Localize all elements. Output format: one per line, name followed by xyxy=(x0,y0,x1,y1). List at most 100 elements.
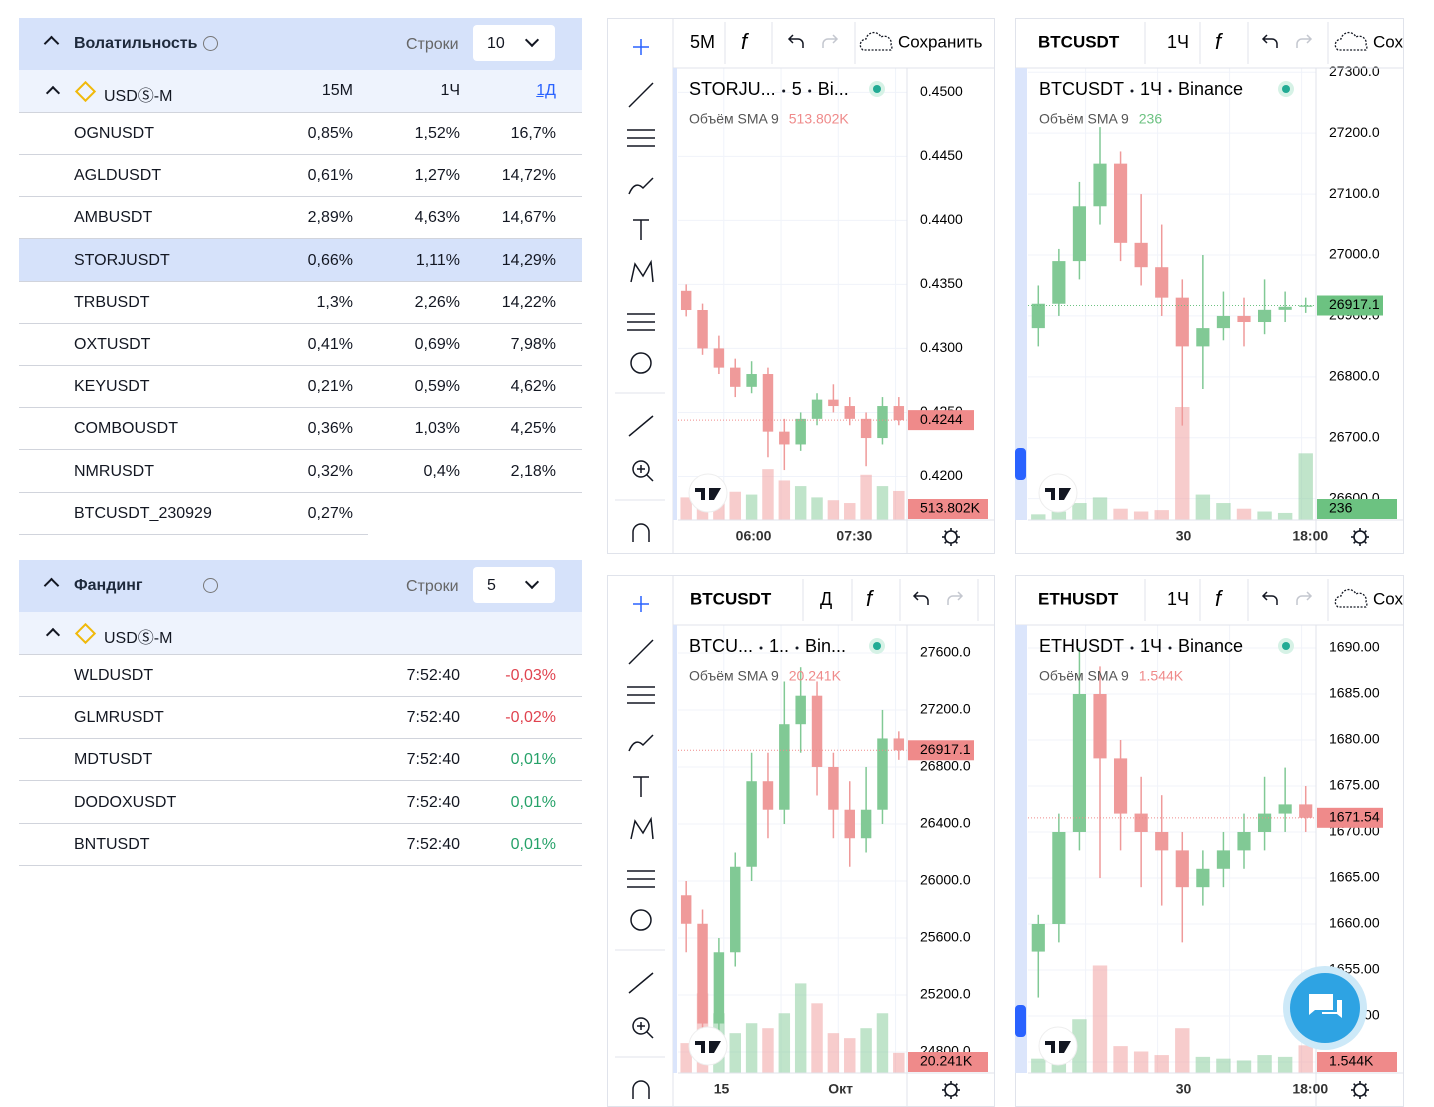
cell: 1,3% xyxy=(316,293,353,311)
volume-bar xyxy=(1113,508,1128,520)
candle-body xyxy=(893,738,905,751)
x-tick-label: 30 xyxy=(1176,528,1192,544)
table-row[interactable] xyxy=(19,112,582,155)
y-tick-label: 27200.0 xyxy=(920,701,971,717)
candle-body xyxy=(795,418,806,445)
candle-body xyxy=(1134,813,1148,832)
last-price-box xyxy=(908,740,974,761)
panel-frame xyxy=(607,18,995,554)
left-panel: Волатильность Строки 10 USDⓈ-M 15М 1Ч 1Д OGNUSD… xyxy=(0,0,600,1107)
volume-bar xyxy=(1113,1046,1128,1073)
cell: 4,25% xyxy=(510,420,556,438)
table-row[interactable] xyxy=(19,281,582,324)
volume-legend: Объём SMA 9 xyxy=(1039,668,1129,684)
tool-icon xyxy=(633,596,649,612)
table-row[interactable] xyxy=(19,823,582,866)
table-row[interactable] xyxy=(19,407,582,451)
table-row[interactable] xyxy=(19,154,582,198)
tool-icon xyxy=(628,82,654,108)
volume-bar xyxy=(876,1013,889,1073)
tool-icon xyxy=(628,972,654,994)
candle-body xyxy=(1299,305,1313,307)
cell: 4,62% xyxy=(510,378,556,396)
candle-body xyxy=(1175,297,1189,347)
symbol: DODOXUSDT xyxy=(74,793,177,811)
candle-body xyxy=(680,895,692,924)
info-icon[interactable] xyxy=(203,36,218,51)
column-header[interactable]: 1Ч xyxy=(440,82,460,99)
cell: 1,52% xyxy=(414,125,460,142)
cloud-icon xyxy=(1334,31,1368,51)
column-header[interactable]: 15М xyxy=(321,82,353,99)
volume-bar xyxy=(1175,407,1190,520)
table-row[interactable] xyxy=(19,654,582,697)
y-tick-label: 0.4350 xyxy=(920,275,963,291)
settings-tooth xyxy=(1353,540,1357,544)
volume-bar xyxy=(1133,1051,1149,1073)
volume-bar xyxy=(1216,503,1231,520)
panel-frame xyxy=(1015,18,1404,554)
volume-bar xyxy=(794,486,807,520)
volume-legend-value: 236 xyxy=(1139,111,1163,127)
candle-body xyxy=(1237,315,1251,323)
candle-body xyxy=(828,766,839,810)
last-price-box xyxy=(1317,807,1383,828)
table-row[interactable] xyxy=(19,365,582,409)
cell: 7,98% xyxy=(510,336,556,353)
settings-tooth xyxy=(1353,530,1357,534)
y-tick-label: 27300.0 xyxy=(1329,63,1380,79)
undo-icon xyxy=(1261,34,1278,48)
cell: 0,41% xyxy=(307,336,353,353)
tool-icon xyxy=(633,39,649,55)
candle-body xyxy=(730,866,741,953)
cell: 0,66% xyxy=(307,251,353,269)
table-row[interactable] xyxy=(19,323,582,366)
legend-text: BTCU... xyxy=(689,636,753,656)
candle-body xyxy=(1278,306,1292,310)
table-row[interactable] xyxy=(19,492,368,535)
candle-body xyxy=(1093,693,1107,759)
y-tick-label: 1685.00 xyxy=(1329,685,1380,701)
x-tick-label: 30 xyxy=(1176,1081,1192,1097)
toolbar-symbol: BTCUSDT xyxy=(690,589,772,608)
volume-box xyxy=(908,499,988,519)
cell: 0,01% xyxy=(510,835,556,853)
settings-tooth xyxy=(944,1093,948,1097)
legend-sep xyxy=(782,89,786,93)
tool-icon xyxy=(632,460,654,482)
symbol: BTCUSDT_230929 xyxy=(74,504,212,522)
candle-body xyxy=(746,374,757,387)
tv-logo-mark xyxy=(695,488,721,500)
info-icon[interactable] xyxy=(203,578,218,593)
rows-select[interactable] xyxy=(473,25,555,61)
undo-icon xyxy=(912,591,929,605)
table-row[interactable] xyxy=(19,781,582,824)
y-tick-label: 1675.00 xyxy=(1329,777,1380,793)
volume-bar xyxy=(1236,1060,1252,1073)
table-row[interactable] xyxy=(19,238,582,282)
volume-bar xyxy=(844,503,856,520)
volume-bar xyxy=(827,1033,840,1073)
side-strip xyxy=(1015,68,1027,520)
rows-select[interactable] xyxy=(473,567,555,603)
symbol: KEYUSDT xyxy=(74,378,150,396)
table-row[interactable] xyxy=(19,738,582,782)
volume-bar xyxy=(762,1028,774,1073)
cell: 7:52:40 xyxy=(406,835,460,853)
tv-logo-mark xyxy=(695,1041,721,1053)
table-row[interactable] xyxy=(19,450,582,493)
volume-legend: Объём SMA 9 xyxy=(1039,111,1129,127)
column-header[interactable]: 1Д xyxy=(536,82,556,99)
cell: 0,4% xyxy=(423,462,460,480)
volume-bar xyxy=(1175,1028,1190,1073)
candle-body xyxy=(746,781,757,867)
table-row[interactable] xyxy=(19,696,582,740)
tool-icon xyxy=(630,816,654,840)
candle-body xyxy=(811,695,823,767)
settings-tooth xyxy=(1363,540,1367,544)
volume-bar xyxy=(1031,514,1046,520)
group-name: USDⓈ-M xyxy=(104,88,173,105)
fx-icon: f xyxy=(741,29,750,54)
symbol: OGNUSDT xyxy=(74,125,154,142)
volume-bar xyxy=(827,500,840,520)
